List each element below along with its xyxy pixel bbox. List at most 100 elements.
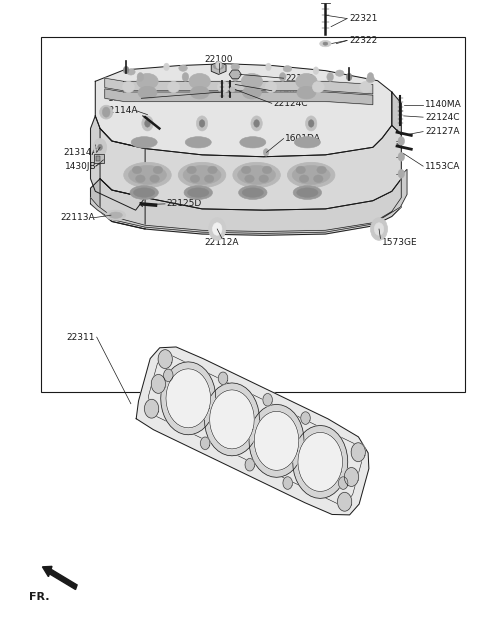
Polygon shape (338, 477, 348, 489)
Ellipse shape (297, 188, 318, 197)
Ellipse shape (265, 81, 277, 93)
Circle shape (213, 223, 222, 235)
Text: 22127A: 22127A (425, 127, 459, 136)
Ellipse shape (185, 137, 211, 148)
Ellipse shape (288, 162, 335, 188)
FancyArrow shape (42, 566, 77, 590)
Text: 1140FN: 1140FN (108, 94, 143, 103)
Text: 1140MA: 1140MA (425, 100, 462, 109)
Polygon shape (201, 437, 210, 450)
Ellipse shape (189, 74, 210, 89)
Ellipse shape (366, 76, 375, 82)
Ellipse shape (312, 81, 324, 93)
Ellipse shape (106, 210, 126, 220)
Text: 22311: 22311 (67, 333, 96, 342)
Ellipse shape (133, 188, 155, 197)
Circle shape (398, 169, 405, 178)
Text: 22112A: 22112A (205, 238, 239, 247)
Ellipse shape (136, 175, 145, 183)
Ellipse shape (217, 81, 229, 93)
Text: 22114A: 22114A (104, 107, 138, 115)
Ellipse shape (214, 63, 224, 69)
Ellipse shape (320, 41, 331, 47)
Ellipse shape (190, 175, 200, 183)
Ellipse shape (122, 81, 134, 93)
Polygon shape (144, 399, 159, 418)
Ellipse shape (233, 162, 280, 188)
Ellipse shape (130, 186, 158, 200)
Circle shape (123, 66, 129, 74)
Ellipse shape (183, 165, 221, 184)
Ellipse shape (296, 74, 317, 89)
Ellipse shape (184, 186, 213, 200)
Ellipse shape (240, 137, 266, 148)
Polygon shape (351, 443, 365, 462)
Text: FR.: FR. (29, 592, 49, 602)
Polygon shape (166, 369, 211, 428)
Ellipse shape (138, 86, 157, 99)
Ellipse shape (293, 186, 322, 200)
Circle shape (144, 120, 150, 127)
Ellipse shape (150, 175, 159, 183)
Polygon shape (136, 347, 369, 515)
Bar (94, 154, 104, 163)
Ellipse shape (313, 175, 323, 183)
Ellipse shape (231, 64, 240, 70)
Circle shape (308, 120, 314, 127)
Polygon shape (158, 350, 172, 368)
Text: 22124C: 22124C (273, 99, 308, 108)
Polygon shape (151, 375, 166, 393)
Circle shape (209, 217, 226, 240)
Ellipse shape (124, 162, 171, 188)
Circle shape (367, 72, 374, 81)
Ellipse shape (241, 166, 251, 174)
Ellipse shape (336, 70, 344, 76)
Circle shape (305, 116, 317, 131)
Ellipse shape (360, 81, 372, 93)
Ellipse shape (153, 166, 163, 174)
Ellipse shape (317, 166, 326, 174)
Ellipse shape (109, 212, 122, 218)
Ellipse shape (229, 87, 235, 92)
Polygon shape (283, 477, 292, 489)
Ellipse shape (238, 165, 276, 184)
Ellipse shape (190, 86, 209, 99)
Circle shape (313, 67, 319, 74)
Text: 22321: 22321 (349, 14, 377, 23)
Circle shape (102, 107, 110, 117)
Ellipse shape (131, 137, 157, 148)
Ellipse shape (259, 175, 268, 183)
Ellipse shape (127, 68, 135, 75)
Ellipse shape (137, 74, 158, 89)
Polygon shape (337, 493, 352, 511)
Polygon shape (91, 179, 145, 229)
Polygon shape (100, 179, 401, 235)
Circle shape (374, 223, 384, 235)
Ellipse shape (323, 42, 328, 45)
Polygon shape (91, 116, 145, 210)
Text: 22100: 22100 (204, 55, 233, 64)
Ellipse shape (262, 166, 272, 174)
Ellipse shape (132, 166, 142, 174)
Text: 22129: 22129 (285, 74, 313, 82)
Text: 22125D: 22125D (167, 199, 202, 209)
Text: 22113A: 22113A (60, 213, 96, 222)
Circle shape (251, 116, 262, 131)
Ellipse shape (242, 188, 264, 197)
Text: 1573GE: 1573GE (383, 238, 418, 247)
Ellipse shape (99, 105, 113, 119)
Ellipse shape (179, 65, 187, 71)
Text: 22124C: 22124C (425, 113, 459, 122)
Circle shape (265, 63, 271, 70)
Ellipse shape (204, 175, 214, 183)
Ellipse shape (187, 166, 196, 174)
Ellipse shape (242, 86, 261, 99)
Ellipse shape (296, 166, 305, 174)
Ellipse shape (168, 81, 180, 93)
Ellipse shape (283, 66, 292, 72)
Polygon shape (298, 432, 343, 491)
Text: 1140MA: 1140MA (273, 86, 310, 95)
Ellipse shape (297, 86, 316, 99)
Text: 1601DA: 1601DA (285, 134, 321, 143)
Polygon shape (254, 411, 299, 470)
